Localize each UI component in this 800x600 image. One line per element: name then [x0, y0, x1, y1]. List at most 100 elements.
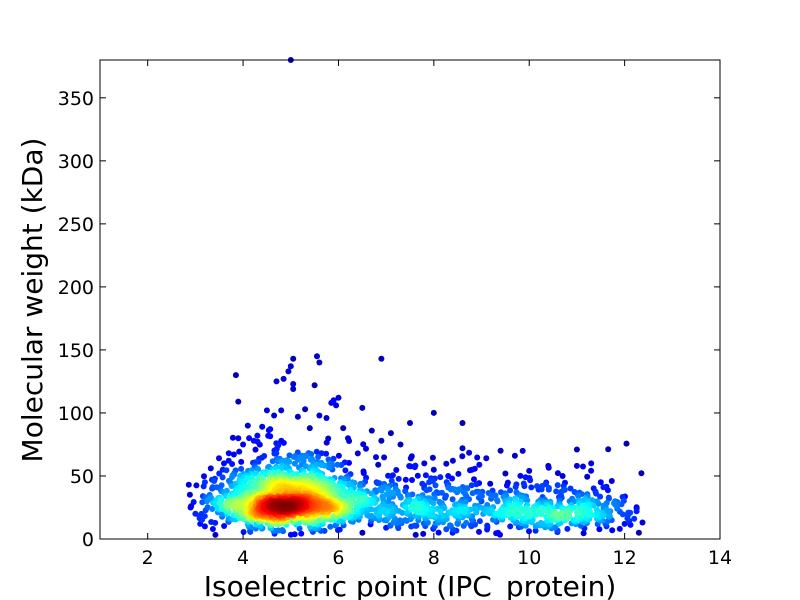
data-point: [573, 446, 580, 453]
tick-labels: 2 4 6 8 10 12 14 0 50 100 150 200 250 300 350: [58, 88, 732, 569]
data-point: [223, 467, 230, 474]
data-point: [412, 531, 419, 538]
data-point: [199, 516, 206, 523]
data-point: [558, 488, 565, 495]
data-point: [336, 526, 343, 533]
data-point: [509, 507, 516, 514]
data-point: [394, 488, 401, 495]
data-point: [507, 523, 514, 530]
data-point: [635, 529, 642, 536]
data-point: [402, 476, 409, 483]
data-point: [519, 447, 526, 454]
data-point: [250, 437, 257, 444]
data-point: [240, 529, 247, 535]
data-point: [407, 455, 414, 462]
data-point: [611, 500, 617, 507]
data-point: [244, 474, 251, 481]
data-point: [631, 515, 638, 522]
data-point: [375, 461, 382, 468]
data-point: [512, 484, 519, 490]
data-point: [584, 473, 591, 480]
data-point: [212, 500, 219, 507]
data-point: [437, 508, 444, 515]
data-point: [638, 470, 645, 477]
data-point: [449, 496, 456, 503]
data-point: [402, 503, 409, 510]
data-point: [554, 482, 561, 489]
data-point: [580, 463, 586, 470]
data-point: [335, 394, 342, 401]
data-point: [625, 509, 632, 516]
data-point: [430, 409, 437, 416]
data-point: [476, 528, 482, 535]
data-point: [580, 530, 587, 537]
data-point: [474, 454, 481, 461]
data-point: [393, 467, 400, 473]
data-point: [459, 445, 466, 452]
data-point: [378, 487, 385, 494]
data-point: [265, 464, 272, 471]
data-point: [459, 453, 466, 460]
x-tick-label: 4: [237, 547, 249, 569]
data-point: [389, 472, 396, 479]
data-point: [193, 482, 200, 489]
data-point: [201, 523, 208, 530]
data-point: [414, 472, 421, 479]
data-point: [314, 353, 320, 360]
data-point: [261, 453, 268, 459]
data-point: [240, 441, 247, 448]
data-point: [325, 435, 332, 442]
data-point: [471, 465, 478, 472]
data-point: [330, 397, 337, 404]
data-point: [545, 464, 552, 471]
data-point: [463, 519, 470, 526]
data-point: [302, 406, 309, 413]
data-point: [443, 460, 450, 467]
data-point: [438, 489, 445, 496]
data-point: [308, 451, 315, 458]
data-point: [593, 506, 600, 513]
data-point: [426, 479, 433, 486]
x-tick-label: 10: [517, 547, 541, 569]
data-point: [244, 422, 251, 429]
data-point: [360, 441, 367, 448]
data-point: [539, 482, 546, 489]
data-point: [323, 415, 330, 421]
data-point: [573, 462, 580, 469]
data-point: [190, 499, 197, 505]
data-point: [273, 378, 280, 385]
data-point: [246, 435, 253, 442]
data-point: [574, 509, 580, 516]
data-point: [459, 506, 466, 513]
data-point: [186, 491, 193, 498]
data-point: [313, 448, 320, 455]
data-point: [290, 355, 297, 362]
data-point: [588, 467, 595, 474]
data-point: [368, 512, 375, 519]
x-tick-label: 2: [142, 547, 154, 569]
data-point: [567, 485, 574, 492]
data-point: [229, 474, 235, 481]
data-point: [396, 508, 402, 514]
data-point: [255, 466, 261, 473]
data-point: [346, 438, 353, 444]
data-point: [545, 484, 552, 491]
data-point: [484, 502, 491, 508]
data-point: [359, 529, 366, 536]
data-point: [405, 498, 412, 505]
data-point: [316, 359, 323, 366]
y-tick-label: 350: [58, 88, 94, 110]
y-tick-label: 300: [58, 151, 94, 173]
plot-frame: [99, 59, 721, 540]
data-point: [218, 502, 225, 509]
data-point: [429, 454, 436, 461]
data-point: [597, 479, 604, 486]
data-point: [306, 425, 313, 432]
data-point: [272, 527, 279, 534]
data-point: [435, 529, 442, 536]
data-point: [235, 398, 242, 405]
data-point: [639, 519, 646, 526]
data-point: [236, 448, 243, 455]
data-point: [558, 511, 565, 518]
